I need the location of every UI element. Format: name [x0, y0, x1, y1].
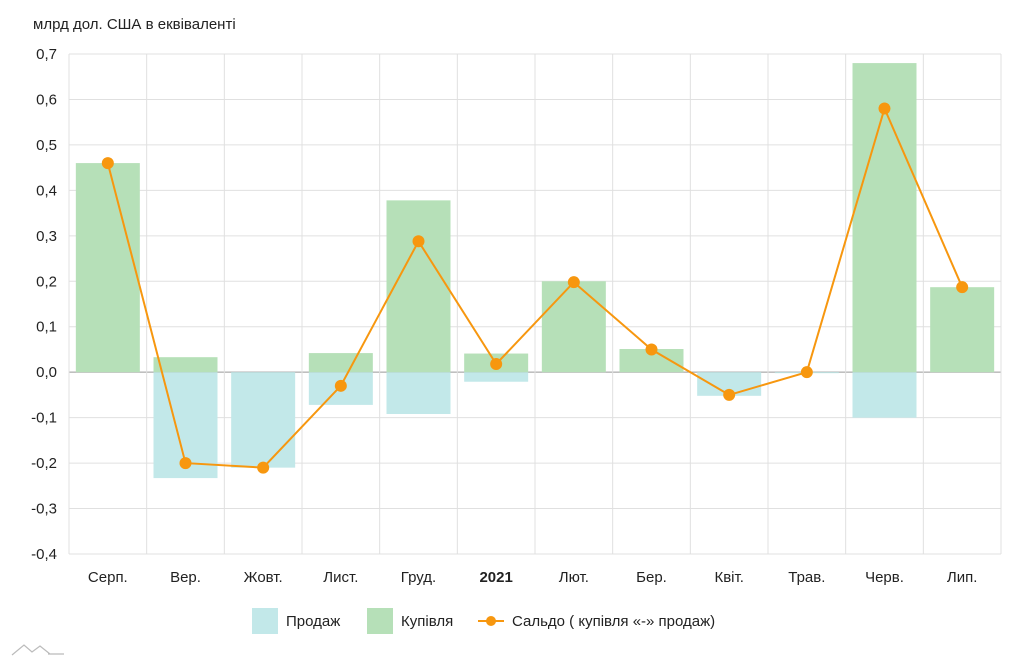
y-tick-label: 0,5: [36, 137, 57, 154]
y-tick-label: -0,4: [31, 546, 57, 563]
legend-label-sale: Продаж: [286, 612, 341, 630]
y-tick-label: -0,3: [31, 501, 57, 518]
y-tick-label: -0,1: [31, 410, 57, 427]
x-tick-label: Черв.: [865, 569, 904, 586]
legend-swatch-sale: [252, 608, 278, 634]
chart-legend: Продаж Купівля Сальдо ( купівля «-» прод…: [0, 606, 1024, 636]
x-tick-label: 2021: [479, 569, 512, 586]
balance-point: [101, 157, 114, 170]
balance-point: [878, 102, 891, 115]
y-tick-label: 0,7: [36, 46, 57, 63]
bar-sale: [386, 372, 451, 414]
legend-item-sale[interactable]: Продаж: [252, 606, 340, 636]
x-tick-label: Серп.: [88, 569, 128, 586]
balance-point: [257, 461, 270, 474]
bar-purchase: [930, 287, 995, 373]
bar-sale: [231, 372, 296, 468]
bar-purchase: [619, 349, 684, 373]
y-tick-label: 0,6: [36, 91, 57, 108]
bar-line-chart: 0,7 0,6 0,5 0,4 0,3 0,2 0,1 0,0 -0,1 -0,2 -0,3 -0,4…: [31, 46, 1002, 586]
bar-purchase: [308, 353, 373, 373]
x-tick-label: Трав.: [788, 569, 825, 586]
legend-item-balance[interactable]: Сальдо ( купівля «-» продаж): [478, 606, 715, 636]
balance-point: [956, 281, 969, 294]
x-tick-label: Квіт.: [714, 569, 743, 586]
y-tick-label: 0,2: [36, 273, 57, 290]
balance-line: [106, 105, 964, 469]
legend-swatch-purchase: [367, 608, 393, 634]
bar-purchase: [852, 63, 917, 373]
x-tick-label: Жовт.: [244, 569, 283, 586]
bar-purchase: [75, 163, 140, 373]
y-tick-label: 0,4: [36, 182, 57, 199]
legend-swatch-balance: [478, 608, 504, 634]
balance-point: [723, 388, 736, 401]
y-tick-label: -0,2: [31, 455, 57, 472]
balance-point: [179, 457, 192, 470]
chart-logo-icon: [11, 644, 64, 656]
x-tick-label: Груд.: [401, 569, 436, 586]
balance-point: [645, 343, 658, 356]
balance-point: [490, 358, 503, 370]
bar-sale: [852, 372, 917, 418]
bar-purchase: [541, 281, 606, 373]
balance-point: [334, 379, 347, 392]
y-axis-unit-label: млрд дол. США в еквіваленті: [33, 16, 236, 33]
x-tick-label: Лип.: [947, 569, 978, 586]
bar-purchase: [386, 200, 451, 373]
balance-point: [800, 366, 813, 379]
balance-point: [412, 235, 425, 248]
x-tick-label: Бер.: [636, 569, 667, 586]
x-tick-label: Лют.: [559, 569, 589, 586]
balance-point: [567, 276, 580, 289]
y-tick-label: 0,1: [36, 319, 57, 336]
legend-label-balance: Сальдо ( купівля «-» продаж): [512, 612, 716, 630]
x-tick-label: Вер.: [170, 569, 201, 586]
bar-sale: [464, 372, 529, 382]
legend-label-purchase: Купівля: [401, 612, 454, 630]
y-tick-label: 0,3: [36, 228, 57, 245]
x-tick-label: Лист.: [323, 569, 358, 586]
y-tick-label: 0,0: [36, 364, 57, 381]
legend-item-purchase[interactable]: Купівля: [367, 606, 453, 636]
bar-purchase: [153, 357, 218, 373]
